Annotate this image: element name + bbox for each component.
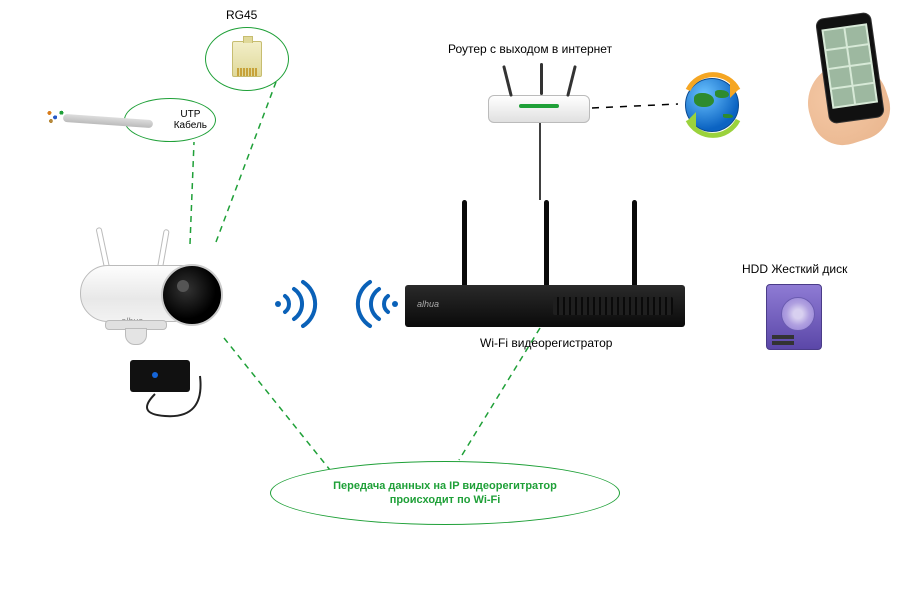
smartphone-in-hand-icon <box>808 15 888 145</box>
utp-label-2: Кабель <box>174 120 207 131</box>
rg45-callout <box>205 27 289 91</box>
connector-cam-rg45 <box>216 82 276 242</box>
rj45-connector-icon <box>232 41 262 77</box>
router-antenna-icon <box>540 63 543 95</box>
nvr-antenna-icon <box>462 200 467 290</box>
power-adapter-icon <box>130 360 190 392</box>
connector-cam-callout <box>224 338 330 470</box>
globe-arrows-icon <box>678 70 748 140</box>
nvr-label: Wi-Fi видеорегистратор <box>480 336 612 350</box>
hdd-label: HDD Жесткий диск <box>742 262 847 276</box>
nvr-antenna-icon <box>632 200 637 290</box>
hdd-icon <box>766 284 822 350</box>
callout-line-1: Передача данных на IP видеорегитратор <box>333 479 557 493</box>
router-antenna-icon <box>566 65 577 97</box>
wifi-transfer-callout: Передача данных на IP видеорегитратор пр… <box>270 461 620 525</box>
nvr-antenna-icon <box>544 200 549 290</box>
router-label: Роутер с выходом в интернет <box>448 42 612 56</box>
utp-label-1: UTP <box>174 109 207 120</box>
wifi-nvr-icon: alhua <box>405 285 685 327</box>
router-antenna-icon <box>502 65 513 97</box>
wifi-camera-icon: alhua <box>50 235 240 345</box>
router-icon <box>488 95 590 123</box>
callout-line-2: происходит по Wi-Fi <box>390 493 501 507</box>
rg45-label: RG45 <box>226 8 257 22</box>
diagram-canvas: { "labels": { "rg45": "RG45", "utp_line1… <box>0 0 900 600</box>
connector-cam-utp <box>190 142 194 244</box>
connector-rtr-globe <box>592 104 678 108</box>
